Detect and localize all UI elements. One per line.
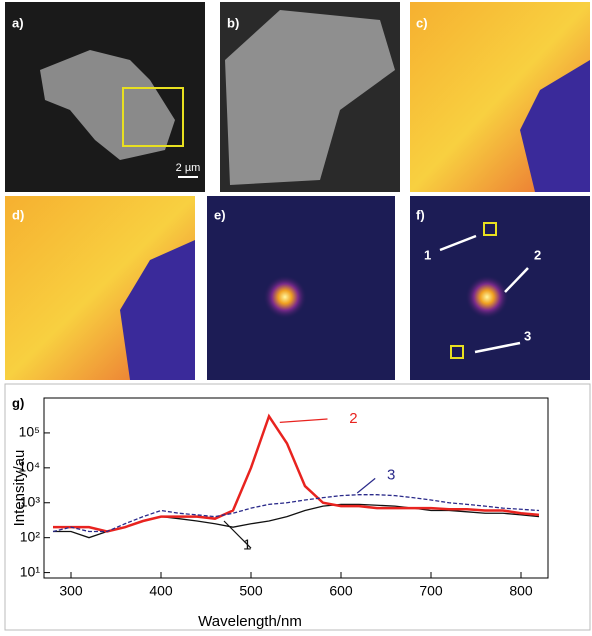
panel-label: b) [227, 15, 239, 30]
annotation: 1 [424, 247, 431, 262]
panel-label: g) [12, 395, 24, 410]
y-tick-label: 10⁵ [19, 424, 40, 440]
panel-label: e) [214, 207, 226, 222]
panel-label: a) [12, 15, 24, 30]
y-tick-label: 10¹ [20, 563, 41, 579]
panel-label: c) [416, 15, 428, 30]
x-tick-label: 300 [59, 583, 83, 599]
series-label: 1 [243, 536, 251, 553]
x-tick-label: 600 [329, 583, 353, 599]
panel-label: f) [416, 207, 425, 222]
y-tick-label: 10³ [20, 493, 41, 509]
x-axis-label: Wavelength/nm [198, 613, 302, 630]
series-label: 2 [349, 410, 357, 427]
hotspot [263, 275, 307, 319]
hotspot [465, 275, 509, 319]
x-tick-label: 800 [509, 583, 533, 599]
figure: 2 µm a) b) c) d) e) 1 2 3 f) g) Waveleng… [0, 0, 592, 631]
x-tick-label: 400 [149, 583, 173, 599]
y-tick-label: 10² [20, 528, 41, 544]
series-label: 3 [387, 467, 395, 484]
y-tick-label: 10⁴ [18, 459, 40, 475]
annotation: 3 [524, 328, 531, 343]
x-tick-label: 700 [419, 583, 443, 599]
panel-label: d) [12, 207, 24, 222]
scale-label: 2 µm [176, 162, 201, 174]
x-tick-label: 500 [239, 583, 263, 599]
annotation: 2 [534, 247, 541, 262]
